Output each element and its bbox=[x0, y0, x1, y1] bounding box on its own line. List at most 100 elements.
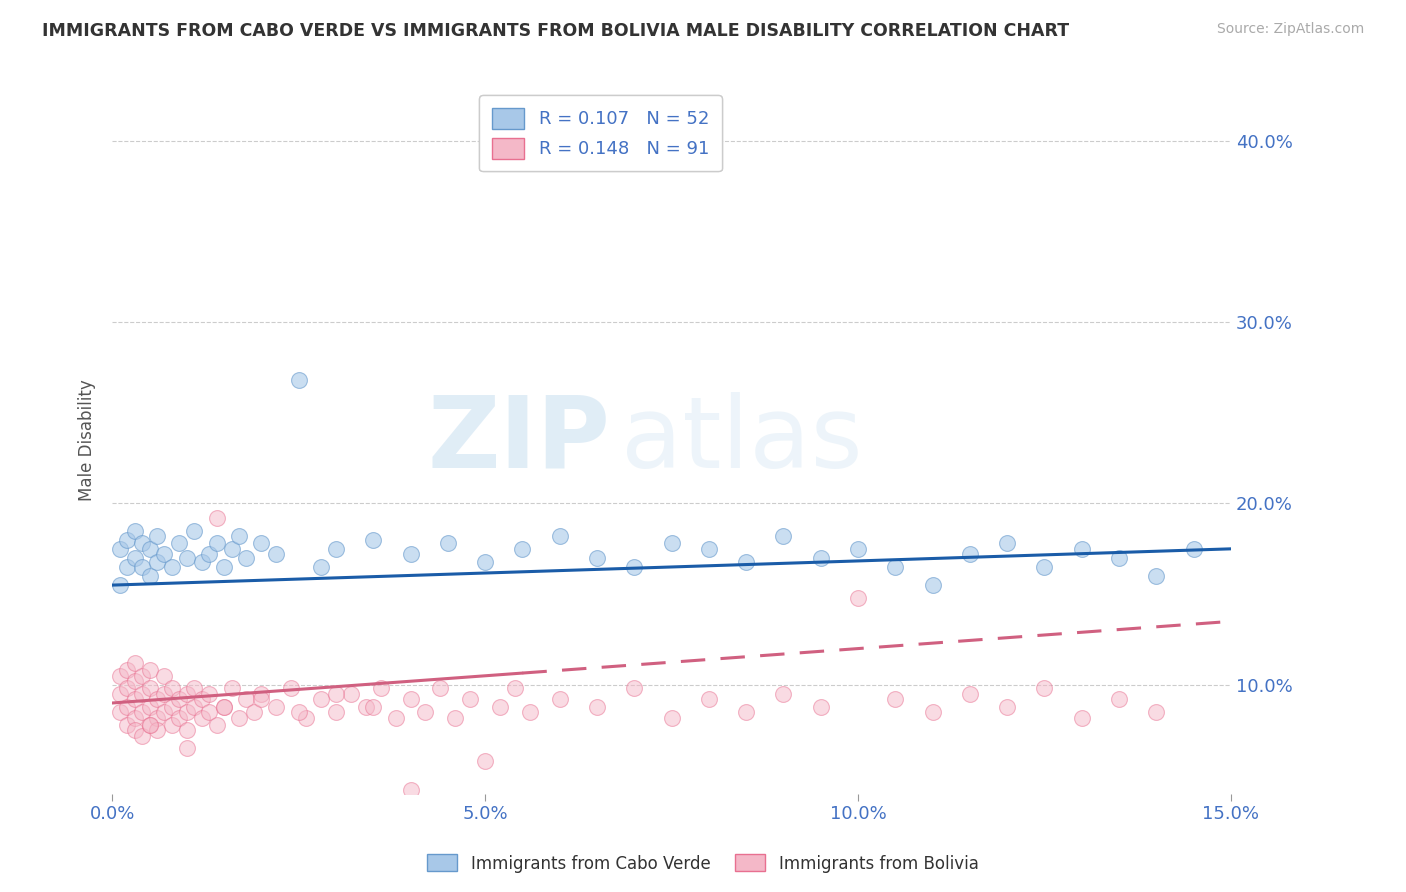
Point bbox=[108, 687, 131, 701]
Point bbox=[512, 541, 534, 556]
Point bbox=[131, 560, 153, 574]
Point bbox=[176, 687, 198, 701]
Point bbox=[169, 710, 191, 724]
Point bbox=[325, 541, 347, 556]
Y-axis label: Male Disability: Male Disability bbox=[79, 379, 96, 501]
Point bbox=[124, 656, 146, 670]
Legend: R = 0.107   N = 52, R = 0.148   N = 91: R = 0.107 N = 52, R = 0.148 N = 91 bbox=[479, 95, 721, 171]
Point bbox=[146, 710, 169, 724]
Point bbox=[995, 699, 1018, 714]
Point bbox=[735, 555, 758, 569]
Point bbox=[212, 699, 235, 714]
Point bbox=[287, 373, 309, 387]
Point bbox=[138, 718, 160, 732]
Point bbox=[146, 529, 169, 543]
Point bbox=[108, 705, 131, 719]
Point bbox=[169, 536, 191, 550]
Point bbox=[340, 687, 363, 701]
Point bbox=[131, 669, 153, 683]
Point bbox=[115, 718, 138, 732]
Point bbox=[623, 681, 645, 696]
Point bbox=[124, 550, 146, 565]
Point bbox=[115, 533, 138, 547]
Point bbox=[503, 681, 526, 696]
Text: ZIP: ZIP bbox=[427, 392, 610, 489]
Point bbox=[131, 729, 153, 743]
Point bbox=[190, 555, 212, 569]
Point bbox=[124, 710, 146, 724]
Point bbox=[198, 705, 221, 719]
Point bbox=[183, 699, 205, 714]
Text: Source: ZipAtlas.com: Source: ZipAtlas.com bbox=[1216, 22, 1364, 37]
Point bbox=[221, 541, 243, 556]
Point bbox=[474, 555, 496, 569]
Point bbox=[519, 705, 541, 719]
Point bbox=[846, 541, 869, 556]
Point bbox=[437, 536, 460, 550]
Point bbox=[176, 723, 198, 738]
Point bbox=[959, 547, 981, 561]
Point bbox=[548, 529, 571, 543]
Point bbox=[586, 550, 609, 565]
Point bbox=[1070, 541, 1092, 556]
Point bbox=[995, 536, 1018, 550]
Point bbox=[370, 681, 392, 696]
Point bbox=[160, 681, 183, 696]
Point bbox=[959, 687, 981, 701]
Point bbox=[1033, 681, 1056, 696]
Point bbox=[697, 692, 720, 706]
Point bbox=[138, 699, 160, 714]
Point bbox=[361, 533, 384, 547]
Point bbox=[548, 692, 571, 706]
Point bbox=[884, 692, 907, 706]
Point bbox=[325, 687, 347, 701]
Point bbox=[176, 741, 198, 756]
Point bbox=[295, 710, 318, 724]
Point bbox=[415, 705, 437, 719]
Point bbox=[146, 555, 169, 569]
Point bbox=[399, 692, 422, 706]
Point bbox=[846, 591, 869, 605]
Point bbox=[131, 536, 153, 550]
Point bbox=[1108, 692, 1130, 706]
Point bbox=[205, 536, 228, 550]
Point bbox=[250, 692, 273, 706]
Point bbox=[661, 710, 683, 724]
Point bbox=[153, 705, 176, 719]
Point bbox=[183, 524, 205, 538]
Point bbox=[153, 547, 176, 561]
Point bbox=[146, 692, 169, 706]
Legend: Immigrants from Cabo Verde, Immigrants from Bolivia: Immigrants from Cabo Verde, Immigrants f… bbox=[420, 847, 986, 880]
Point bbox=[243, 705, 266, 719]
Point bbox=[266, 699, 288, 714]
Point bbox=[221, 681, 243, 696]
Point bbox=[772, 687, 794, 701]
Point bbox=[176, 705, 198, 719]
Point bbox=[205, 511, 228, 525]
Point bbox=[228, 710, 250, 724]
Point bbox=[1144, 569, 1167, 583]
Point bbox=[325, 705, 347, 719]
Point bbox=[235, 692, 257, 706]
Point bbox=[921, 578, 943, 592]
Point bbox=[399, 783, 422, 797]
Point bbox=[1033, 560, 1056, 574]
Text: atlas: atlas bbox=[621, 392, 863, 489]
Point bbox=[309, 692, 332, 706]
Point bbox=[198, 687, 221, 701]
Point bbox=[115, 681, 138, 696]
Point bbox=[235, 550, 257, 565]
Point bbox=[921, 705, 943, 719]
Point bbox=[735, 705, 758, 719]
Point bbox=[176, 550, 198, 565]
Point bbox=[138, 664, 160, 678]
Point bbox=[399, 547, 422, 561]
Point bbox=[146, 723, 169, 738]
Point bbox=[160, 560, 183, 574]
Point bbox=[190, 710, 212, 724]
Point bbox=[124, 524, 146, 538]
Point bbox=[309, 560, 332, 574]
Point bbox=[124, 692, 146, 706]
Text: IMMIGRANTS FROM CABO VERDE VS IMMIGRANTS FROM BOLIVIA MALE DISABILITY CORRELATIO: IMMIGRANTS FROM CABO VERDE VS IMMIGRANTS… bbox=[42, 22, 1070, 40]
Point bbox=[160, 718, 183, 732]
